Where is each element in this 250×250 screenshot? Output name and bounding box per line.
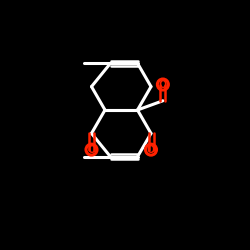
Text: O: O — [147, 145, 155, 155]
Text: O: O — [88, 145, 96, 155]
Text: O: O — [159, 80, 167, 90]
